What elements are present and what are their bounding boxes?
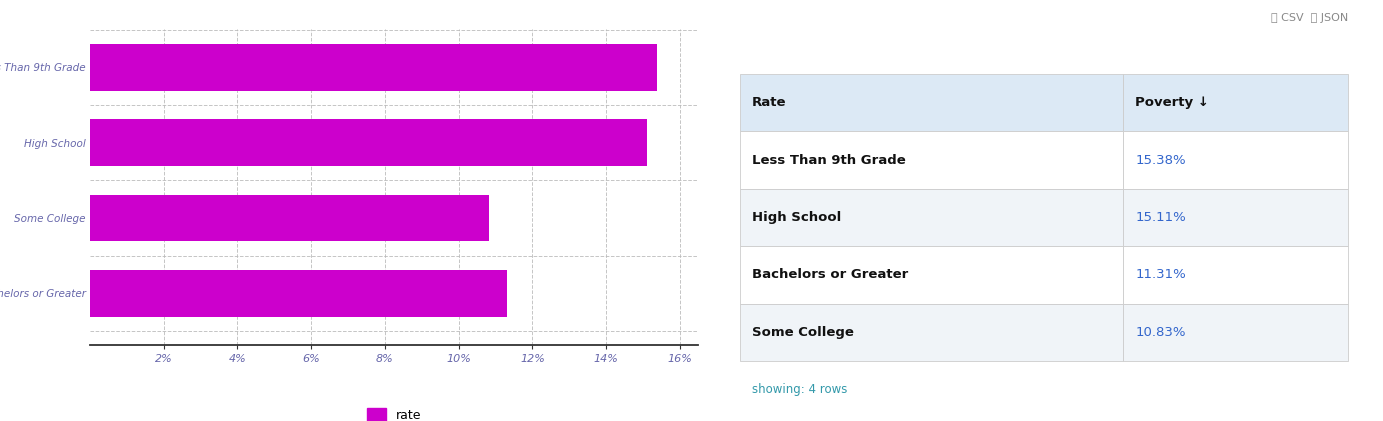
Text: 10.83%: 10.83% <box>1135 326 1187 339</box>
FancyBboxPatch shape <box>1123 246 1348 304</box>
Text: showing: 4 rows: showing: 4 rows <box>752 383 848 396</box>
Text: Some College: Some College <box>752 326 853 339</box>
Text: Rate: Rate <box>752 96 787 109</box>
FancyBboxPatch shape <box>740 189 1123 246</box>
FancyBboxPatch shape <box>740 131 1123 189</box>
FancyBboxPatch shape <box>1123 74 1348 131</box>
FancyBboxPatch shape <box>1123 131 1348 189</box>
Text: Less Than 9th Grade: Less Than 9th Grade <box>752 154 906 167</box>
FancyBboxPatch shape <box>740 246 1123 304</box>
FancyBboxPatch shape <box>740 304 1123 361</box>
FancyBboxPatch shape <box>1123 189 1348 246</box>
Text: Bachelors or Greater: Bachelors or Greater <box>752 269 909 281</box>
Bar <box>90 195 490 241</box>
Bar <box>90 119 647 166</box>
Text: High School: High School <box>752 211 841 224</box>
Text: Poverty ↓: Poverty ↓ <box>1135 96 1209 109</box>
Legend: rate: rate <box>362 403 426 421</box>
FancyBboxPatch shape <box>1123 304 1348 361</box>
Text: 15.38%: 15.38% <box>1135 154 1187 167</box>
FancyBboxPatch shape <box>740 74 1123 131</box>
Text: 🗎 CSV  🗎 JSON: 🗎 CSV 🗎 JSON <box>1271 13 1348 23</box>
Bar <box>90 270 508 317</box>
Text: 15.11%: 15.11% <box>1135 211 1187 224</box>
Text: 11.31%: 11.31% <box>1135 269 1187 281</box>
Bar <box>90 44 657 91</box>
